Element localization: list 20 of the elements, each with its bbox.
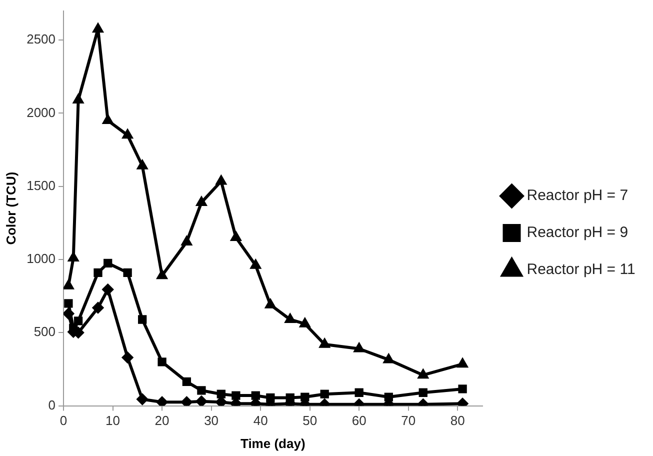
x-tick-label: 20	[154, 413, 170, 428]
x-tick-label: 70	[401, 413, 416, 428]
legend-label: Reactor pH = 9	[526, 224, 628, 242]
y-tick-label: 1500	[26, 178, 56, 193]
y-tick-label: 2500	[26, 32, 56, 47]
legend-label: Reactor pH = 11	[526, 261, 636, 278]
x-tick-label: 30	[204, 413, 219, 428]
x-tick-label: 40	[253, 413, 268, 428]
x-tick-label: 60	[352, 413, 366, 428]
x-axis-title: Time (day)	[240, 436, 306, 451]
y-tick-label: 1000	[26, 251, 56, 266]
y-tick-label: 500	[34, 324, 56, 340]
x-tick-label: 50	[302, 413, 318, 428]
legend-label: Reactor pH = 7	[526, 187, 628, 204]
y-tick-label: 0	[48, 397, 56, 412]
x-tick-label: 80	[450, 413, 465, 428]
y-tick-label: 2000	[26, 104, 56, 120]
x-tick-label: 0	[60, 413, 68, 428]
x-tick-label: 10	[106, 413, 120, 428]
y-axis-title: Color (TCU)	[3, 172, 18, 245]
